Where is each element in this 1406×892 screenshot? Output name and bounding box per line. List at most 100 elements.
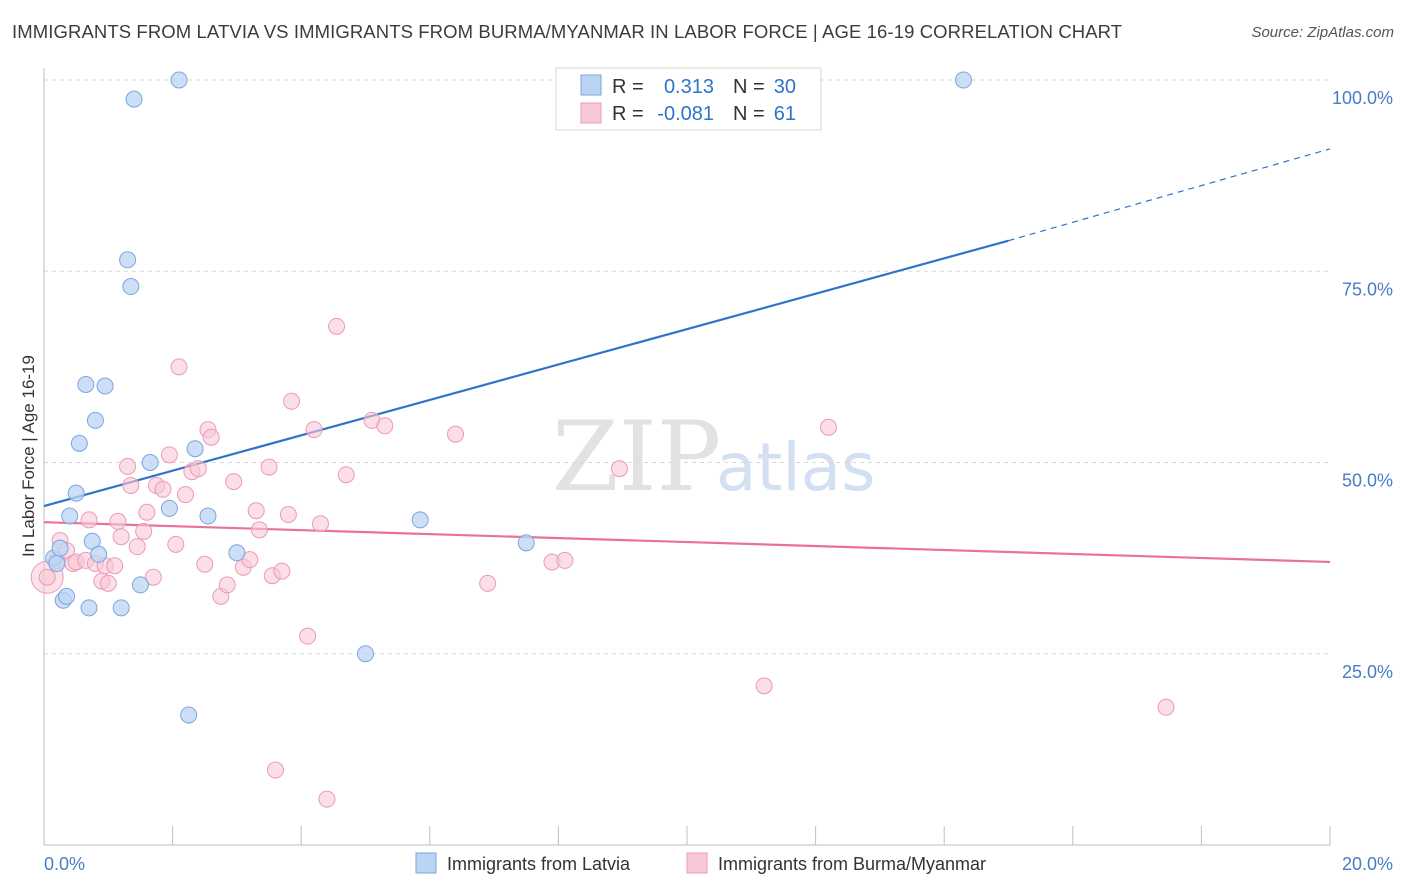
- data-point-latvia: [77, 375, 95, 393]
- data-point-burma: [318, 790, 336, 808]
- data-point-latvia: [96, 377, 114, 395]
- data-point-burma: [135, 522, 153, 540]
- data-point-latvia: [954, 71, 972, 89]
- data-point-burma: [80, 511, 98, 529]
- data-point-burma: [202, 428, 220, 446]
- data-point-burma: [106, 557, 124, 575]
- x-tick-marks: [172, 826, 1331, 845]
- data-point-latvia: [48, 554, 66, 572]
- y-tick-label: 100.0%: [1332, 88, 1393, 108]
- y-tick-label: 25.0%: [1342, 662, 1393, 682]
- data-point-burma: [154, 480, 172, 498]
- watermark-zip: ZIP: [552, 401, 721, 513]
- data-point-latvia: [357, 645, 374, 663]
- series-legend-swatch-burma: [686, 852, 708, 874]
- x-tick-label-max: 20.0%: [1342, 854, 1393, 874]
- data-point-burma: [189, 460, 207, 478]
- data-point-burma: [247, 502, 265, 520]
- data-point-burma: [376, 417, 394, 435]
- legend-r-label-burma: R =: [612, 103, 644, 125]
- data-point-burma: [119, 457, 137, 475]
- data-point-latvia: [112, 599, 130, 617]
- data-point-burma: [819, 418, 837, 436]
- data-point-latvia: [58, 587, 76, 605]
- data-point-latvia: [170, 71, 188, 89]
- series-legend: Immigrants from Latvia Immigrants from B…: [415, 852, 986, 874]
- source-credit: Source: ZipAtlas.com: [1251, 24, 1394, 41]
- data-point-latvia: [228, 544, 246, 562]
- data-point-burma: [311, 515, 329, 533]
- data-point-latvia: [86, 411, 104, 429]
- data-point-burma: [170, 358, 188, 376]
- data-point-burma: [138, 503, 156, 521]
- series-legend-label-latvia: Immigrants from Latvia: [447, 854, 631, 874]
- legend-r-value-latvia: 0.313: [664, 76, 714, 98]
- legend-swatch-latvia: [580, 74, 602, 96]
- legend-n-value-latvia: 30: [774, 76, 796, 98]
- data-point-latvia: [90, 545, 108, 563]
- data-point-burma: [144, 568, 162, 586]
- data-point-burma: [279, 506, 297, 524]
- y-tick-label: 75.0%: [1342, 279, 1393, 299]
- legend-r-label-latvia: R =: [612, 76, 644, 98]
- data-point-burma: [160, 446, 178, 464]
- x-tick-label-min: 0.0%: [44, 854, 85, 874]
- data-point-burma: [112, 528, 130, 546]
- y-tick-labels: 25.0% 50.0% 75.0% 100.0%: [1332, 88, 1393, 682]
- data-point-burma: [305, 421, 323, 439]
- data-point-latvia: [70, 434, 88, 452]
- data-point-latvia: [186, 440, 204, 458]
- data-point-burma: [38, 568, 56, 586]
- data-point-burma: [109, 512, 127, 530]
- data-point-burma: [225, 473, 243, 491]
- data-point-burma: [1157, 698, 1175, 716]
- data-point-latvia: [180, 706, 198, 724]
- data-point-latvia: [80, 599, 98, 617]
- data-point-latvia: [141, 454, 159, 471]
- data-point-latvia: [61, 507, 79, 525]
- data-point-burma: [167, 535, 185, 553]
- data-point-latvia: [199, 507, 217, 525]
- data-point-latvia: [51, 539, 69, 557]
- data-point-burma: [260, 458, 278, 476]
- data-point-burma: [447, 425, 465, 443]
- data-point-burma: [250, 521, 268, 539]
- data-point-burma: [610, 460, 628, 478]
- data-point-burma: [755, 677, 773, 695]
- data-point-latvia: [411, 511, 429, 529]
- chart-title: IMMIGRANTS FROM LATVIA VS IMMIGRANTS FRO…: [12, 21, 1123, 42]
- data-point-latvia: [517, 534, 535, 552]
- data-point-latvia: [67, 484, 85, 502]
- legend-n-label-latvia: N =: [733, 76, 765, 98]
- data-point-burma: [556, 551, 574, 569]
- data-point-latvia: [125, 90, 143, 108]
- legend-n-label-burma: N =: [733, 103, 765, 125]
- data-point-burma: [128, 538, 146, 556]
- data-point-latvia: [122, 278, 140, 296]
- y-axis-label: In Labor Force | Age 16-19: [19, 355, 38, 557]
- data-point-burma: [122, 476, 140, 494]
- data-point-burma: [99, 574, 117, 592]
- data-point-burma: [176, 486, 194, 504]
- watermark-atlas: atlas: [716, 429, 876, 506]
- legend-n-value-burma: 61: [774, 103, 796, 125]
- legend-swatch-burma: [580, 102, 602, 124]
- data-point-burma: [273, 562, 291, 580]
- data-points: [30, 71, 1175, 808]
- data-point-latvia: [119, 251, 137, 269]
- data-point-burma: [337, 466, 355, 484]
- series-legend-swatch-latvia: [415, 852, 437, 874]
- data-point-burma: [299, 627, 317, 645]
- data-point-burma: [328, 317, 346, 335]
- trend-line-latvia-extension: [1008, 148, 1331, 242]
- data-point-burma: [283, 392, 301, 410]
- trend-line-latvia: [43, 239, 1009, 508]
- data-point-latvia: [160, 499, 178, 517]
- data-point-burma: [479, 574, 497, 592]
- y-tick-label: 50.0%: [1342, 471, 1393, 491]
- data-point-burma: [266, 761, 284, 779]
- correlation-legend: R = 0.313 N = 30 R = -0.081 N = 61: [555, 67, 822, 131]
- data-point-burma: [218, 576, 236, 594]
- data-point-latvia: [131, 576, 149, 594]
